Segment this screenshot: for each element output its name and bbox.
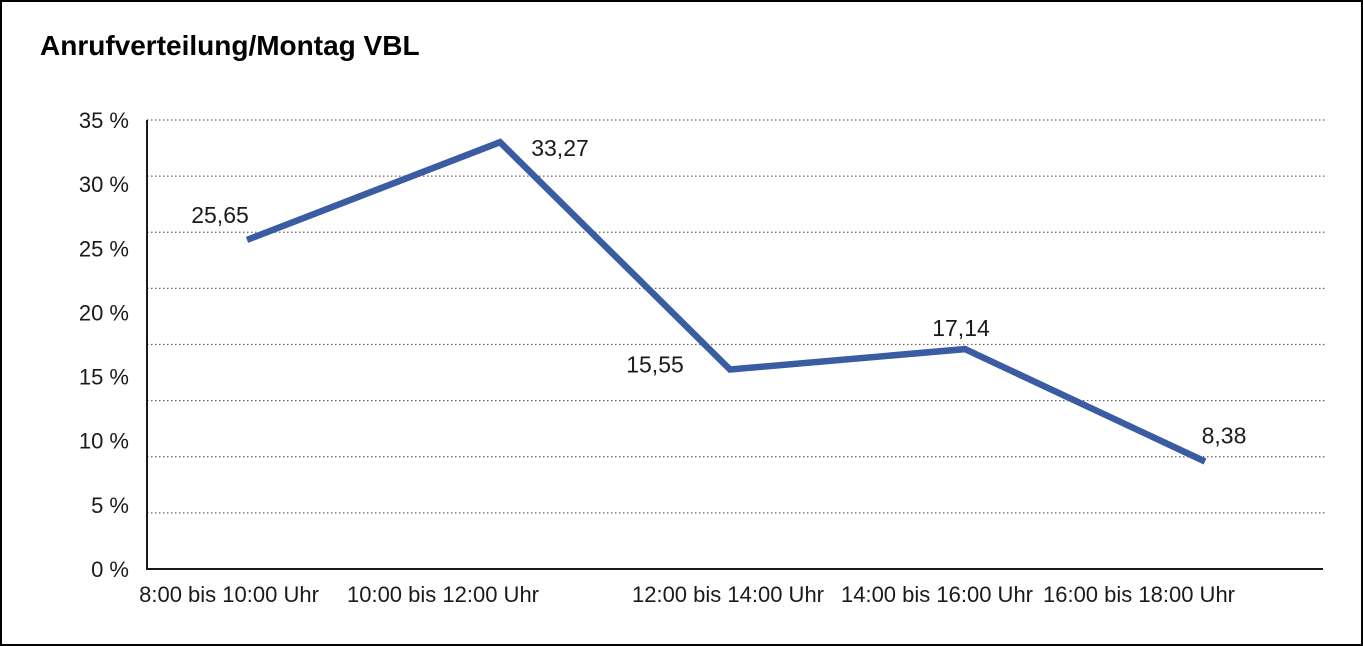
- value-label: 15,55: [626, 352, 684, 378]
- x-tick-label: 16:00 bis 18:00 Uhr: [1043, 582, 1235, 607]
- y-tick-label: 25 %: [79, 236, 129, 261]
- y-tick-label: 15 %: [79, 365, 129, 390]
- series-line: [245, 138, 1207, 465]
- x-tick-label: 14:00 bis 16:00 Uhr: [841, 582, 1033, 607]
- y-tick-label: 30 %: [79, 172, 129, 197]
- y-tick-label: 0 %: [91, 557, 129, 582]
- value-label: 25,65: [191, 202, 249, 228]
- y-tick-label: 20 %: [79, 300, 129, 325]
- y-tick-label: 5 %: [91, 493, 129, 518]
- value-label: 17,14: [932, 315, 990, 341]
- y-tick-label: 10 %: [79, 429, 129, 454]
- chart-title: Anrufverteilung/Montag VBL: [40, 30, 420, 61]
- x-tick-label: 10:00 bis 12:00 Uhr: [347, 582, 539, 607]
- x-tick-label: 8:00 bis 10:00 Uhr: [139, 582, 319, 607]
- value-label: 8,38: [1202, 422, 1247, 448]
- y-tick-label: 35 %: [79, 108, 129, 133]
- x-tick-label: 12:00 bis 14:00 Uhr: [632, 582, 824, 607]
- value-label: 33,27: [531, 135, 589, 161]
